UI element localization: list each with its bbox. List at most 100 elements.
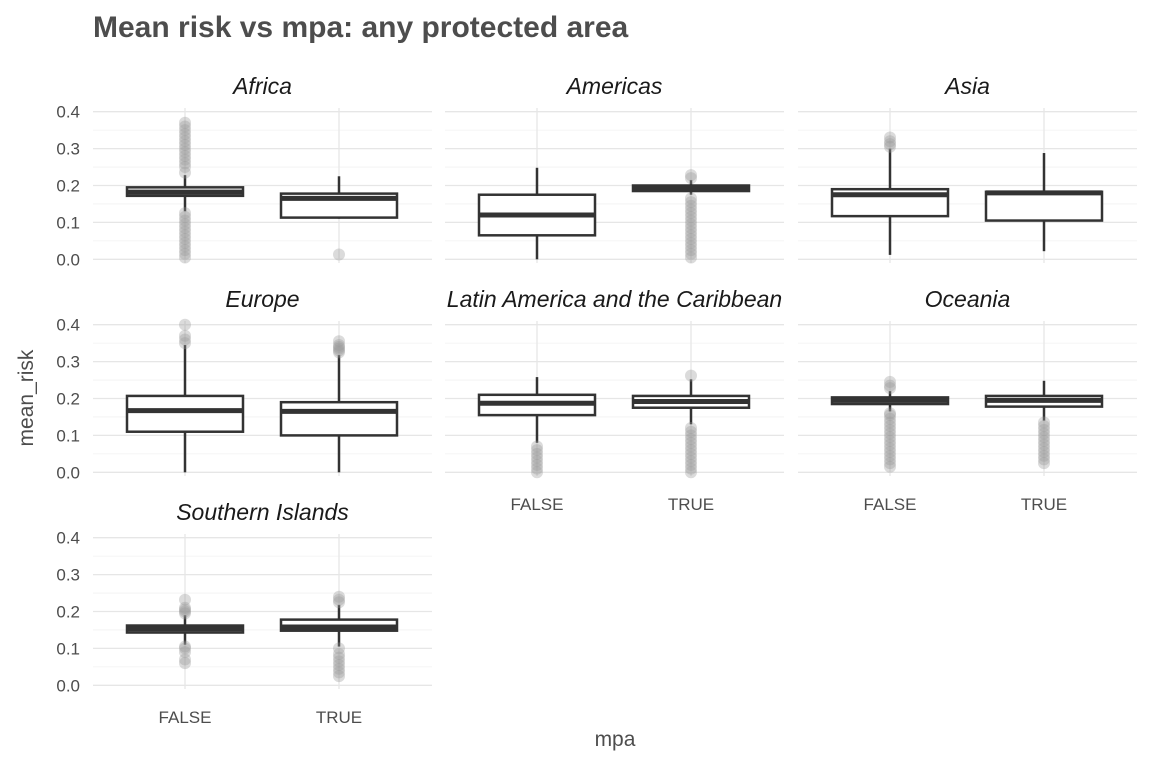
outlier-point xyxy=(179,225,191,238)
outlier-point xyxy=(179,653,191,666)
y-tick-label: 0.1 xyxy=(56,426,80,445)
facet-strip-label: Europe xyxy=(225,286,299,312)
outlier-point xyxy=(685,233,697,246)
y-tick-label: 0.4 xyxy=(56,316,80,335)
outlier-point xyxy=(333,338,345,351)
boxplot-true xyxy=(631,369,751,479)
outlier-point xyxy=(333,346,345,359)
outlier-point xyxy=(884,449,896,462)
outlier-point xyxy=(179,593,191,606)
outlier-point xyxy=(179,146,191,159)
outlier-point xyxy=(685,225,697,238)
outlier-point xyxy=(333,642,345,655)
y-tick-label: 0.2 xyxy=(56,603,80,622)
outlier-point xyxy=(884,420,896,433)
boxplot-true xyxy=(279,590,399,683)
outlier-point xyxy=(884,379,896,392)
x-tick-label: TRUE xyxy=(316,708,362,727)
outlier-point xyxy=(179,337,191,350)
facet-panel: Africa 0.0 0.1 0.2 0.3 0.4 xyxy=(56,73,432,269)
outlier-point xyxy=(179,601,191,614)
outlier-point xyxy=(179,166,191,179)
outlier-point xyxy=(685,207,697,220)
outlier-point xyxy=(884,457,896,470)
outlier-point xyxy=(333,335,345,348)
outlier-point xyxy=(685,422,697,435)
boxplot-true xyxy=(631,169,751,264)
facet-panel: Latin America and the Caribbean FALSE TRUE xyxy=(445,286,784,514)
outlier-point xyxy=(685,369,697,382)
y-tick-label: 0.3 xyxy=(56,566,80,585)
y-tick-label: 0.3 xyxy=(56,353,80,372)
x-tick-label: TRUE xyxy=(1021,495,1067,514)
facet-panel: Europe 0.0 0.1 0.2 0.3 0.4 xyxy=(56,286,432,482)
outlier-point xyxy=(1038,442,1050,455)
chart-title: Mean risk vs mpa: any protected area xyxy=(93,11,629,44)
outlier-point xyxy=(333,659,345,672)
outlier-point xyxy=(333,655,345,668)
outlier-point xyxy=(685,433,697,446)
outlier-point xyxy=(179,244,191,257)
outlier-point xyxy=(333,248,345,261)
outlier-point xyxy=(179,135,191,148)
y-tick-label: 0.4 xyxy=(56,529,80,548)
outlier-point xyxy=(531,455,543,468)
boxplot-false xyxy=(830,375,950,473)
outlier-point xyxy=(179,120,191,133)
outlier-point xyxy=(685,196,697,209)
outlier-point xyxy=(179,161,191,174)
outlier-point xyxy=(333,647,345,660)
outlier-point xyxy=(884,382,896,395)
outlier-point xyxy=(179,607,191,620)
outlier-point xyxy=(884,375,896,388)
y-axis-title: mean_risk xyxy=(15,349,38,446)
outlier-point xyxy=(1038,449,1050,462)
outlier-point xyxy=(685,229,697,242)
box-iqr xyxy=(279,400,399,437)
facet-strip-label: Americas xyxy=(565,73,663,99)
outlier-point xyxy=(333,593,345,606)
outlier-point xyxy=(685,466,697,479)
facet-strip-label: Southern Islands xyxy=(176,499,349,525)
outlier-point xyxy=(1038,423,1050,436)
x-tick-label: FALSE xyxy=(159,708,212,727)
y-tick-label: 0.2 xyxy=(56,390,80,409)
outlier-point xyxy=(179,149,191,162)
x-axis-title: mpa xyxy=(595,728,636,751)
outlier-point xyxy=(1038,416,1050,429)
outlier-point xyxy=(685,462,697,475)
outlier-point xyxy=(531,447,543,460)
boxplot-false xyxy=(477,167,597,260)
x-tick-label: FALSE xyxy=(864,495,917,514)
outlier-point xyxy=(179,153,191,166)
outlier-point xyxy=(685,447,697,460)
outlier-point xyxy=(884,460,896,473)
outlier-point xyxy=(179,157,191,170)
y-tick-label: 0.0 xyxy=(56,250,80,269)
box-iqr xyxy=(984,190,1104,222)
outlier-point xyxy=(884,140,896,153)
outlier-point xyxy=(685,203,697,216)
outlier-point xyxy=(333,670,345,683)
boxplot-false xyxy=(830,131,950,255)
outlier-point xyxy=(179,318,191,331)
outlier-point xyxy=(179,116,191,129)
outlier-point xyxy=(685,221,697,234)
outlier-point xyxy=(1038,434,1050,447)
boxplot-false xyxy=(125,116,245,264)
facet-panel: Oceania FALSE TRUE xyxy=(798,286,1137,514)
outlier-point xyxy=(333,651,345,664)
outlier-point xyxy=(179,333,191,346)
x-tick-label: FALSE xyxy=(511,495,564,514)
outlier-point xyxy=(685,236,697,249)
outlier-point xyxy=(884,409,896,422)
outlier-point xyxy=(179,138,191,151)
outlier-point xyxy=(179,603,191,616)
outlier-point xyxy=(1038,453,1050,466)
outlier-point xyxy=(685,436,697,449)
outlier-point xyxy=(884,446,896,459)
outlier-point xyxy=(884,438,896,451)
y-tick-label: 0.1 xyxy=(56,639,80,658)
y-tick-label: 0.4 xyxy=(56,103,80,122)
